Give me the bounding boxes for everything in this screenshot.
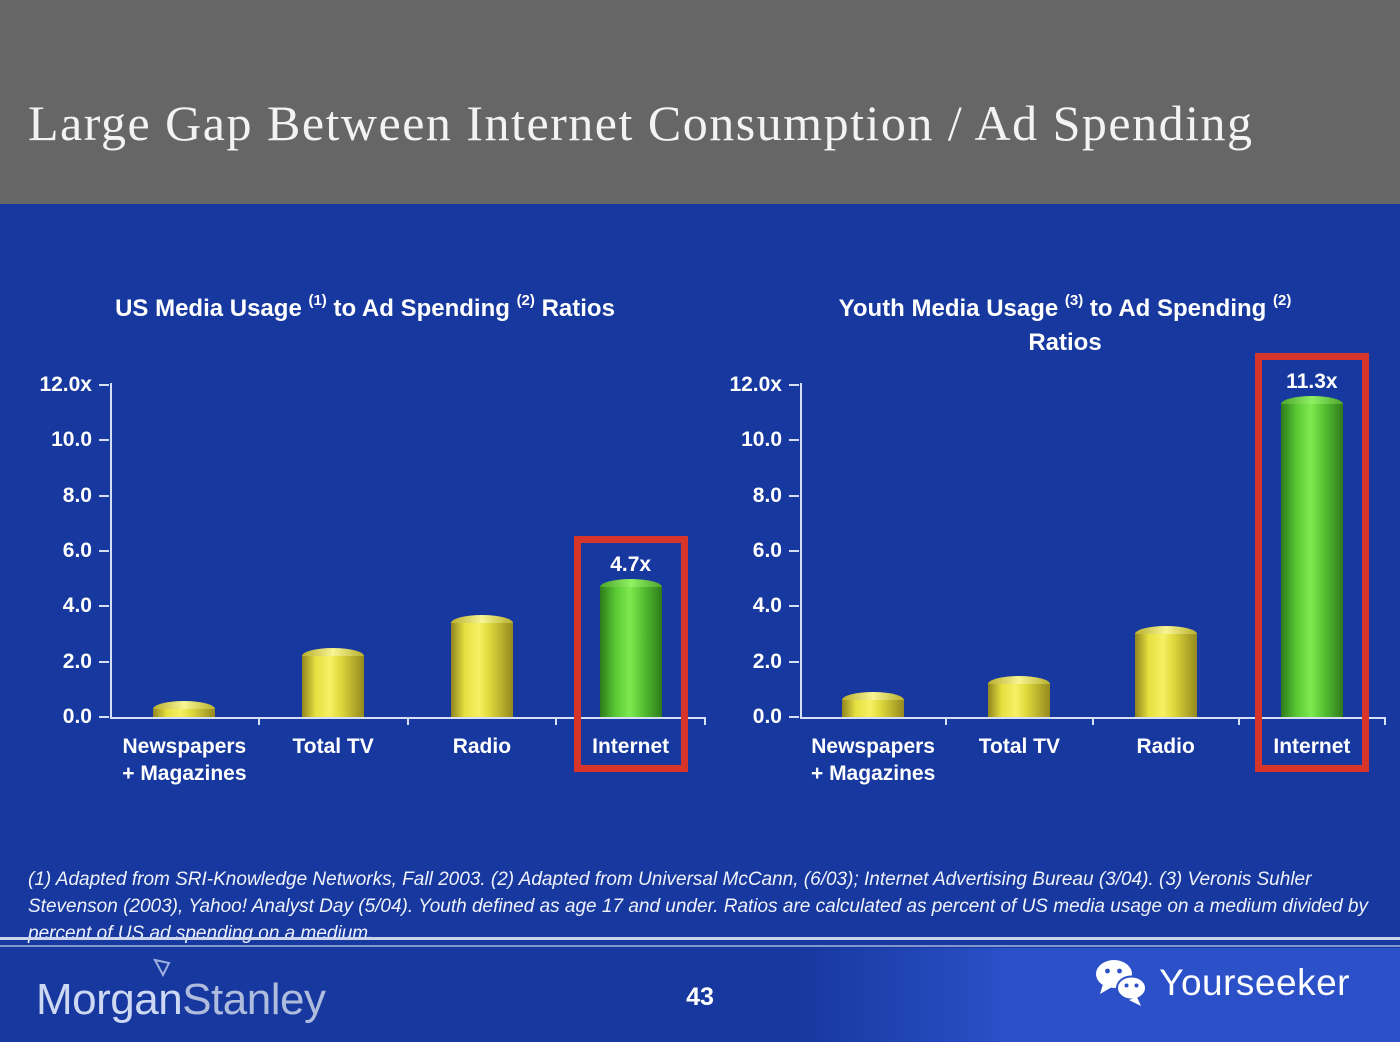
- chart-title: US Media Usage (1) to Ad Spending (2) Ra…: [30, 284, 700, 326]
- bar-highlighted: [1280, 396, 1343, 717]
- y-axis-tick-label: 12.0x: [39, 373, 92, 396]
- bar: [450, 614, 513, 717]
- y-axis-tick: [99, 716, 109, 718]
- morgan-stanley-logo: MorganStanley: [36, 975, 326, 1025]
- chart-title-superscript: (1): [308, 292, 327, 309]
- bar-value-label: 11.3x: [1286, 370, 1338, 394]
- y-axis-tick-label: 10.0: [51, 428, 92, 452]
- yourseeker-label: Yourseeker: [1159, 962, 1350, 1003]
- x-axis-tick: [704, 717, 706, 725]
- category-label: Radio: [452, 735, 512, 758]
- x-axis-tick: [257, 717, 260, 725]
- y-axis-tick: [789, 716, 799, 718]
- bar: [302, 648, 365, 717]
- y-axis-tick-label: 10.0: [741, 428, 782, 452]
- y-axis-tick: [789, 439, 799, 442]
- slide-title: Large Gap Between Internet Consumption /…: [28, 95, 1254, 151]
- chart-title-line: Youth Media Usage (3) to Ad Spending (2): [730, 284, 1400, 326]
- y-axis-tick-label: 4.0: [62, 594, 92, 618]
- y-axis-tick: [789, 550, 799, 552]
- y-axis-tick-label: 6.0: [62, 539, 92, 562]
- chart-youth-media-usage: Youth Media Usage (3) to Ad Spending (2)…: [729, 270, 1400, 805]
- highlight-red-box: [1254, 353, 1369, 772]
- y-axis-tick-label: 8.0: [752, 483, 782, 507]
- page-number: 43: [686, 983, 714, 1011]
- bar-body: [153, 708, 216, 717]
- category-label: Internet: [1273, 735, 1351, 758]
- bar-body: [1134, 634, 1197, 717]
- bar: [153, 700, 216, 717]
- bar-body: [302, 656, 365, 717]
- morgan-stanley-logo-part1: Morgan: [36, 975, 183, 1024]
- highlight-red-box: [573, 535, 688, 772]
- x-axis-tick: [1091, 717, 1094, 725]
- bar-highlighted: [599, 578, 662, 717]
- bar-body: [988, 683, 1051, 717]
- y-axis-tick-label: 0.0: [62, 705, 92, 728]
- y-axis-tick-label: 4.0: [752, 594, 782, 618]
- footer-separator-line-bottom: [0, 945, 1400, 947]
- x-axis-tick: [555, 717, 558, 725]
- chart-us-media-usage: US Media Usage (1) to Ad Spending (2) Ra…: [30, 270, 706, 805]
- footer-separator-line-top: [0, 937, 1400, 940]
- category-label: Newspapers + Magazines: [122, 735, 247, 785]
- y-axis-tick-label: 0.0: [752, 705, 782, 728]
- morgan-stanley-triangle-icon: [153, 958, 171, 978]
- y-axis-tick-label: 2.0: [752, 649, 782, 673]
- y-axis-tick-label: 6.0: [752, 539, 782, 562]
- y-axis-line: [110, 383, 112, 717]
- x-axis-tick: [1237, 717, 1240, 725]
- category-label: Radio: [1136, 735, 1195, 758]
- bar: [1134, 626, 1197, 717]
- x-axis-tick: [406, 717, 409, 725]
- chart-title-text: to Ad Spending: [326, 295, 517, 322]
- chart-title-text: Ratios: [534, 295, 615, 322]
- y-axis-tick: [99, 550, 109, 552]
- bar-value-label: 4.7x: [610, 552, 652, 576]
- y-axis-tick: [99, 660, 109, 663]
- category-label: Newspapers + Magazines: [810, 735, 936, 785]
- footer-highlight-background: [800, 948, 1400, 1042]
- x-axis-tick: [945, 717, 948, 725]
- wechat-icon: [1096, 960, 1148, 1006]
- y-axis-tick: [789, 494, 799, 497]
- chart-title-superscript: (3): [1064, 292, 1084, 309]
- y-axis-tick: [99, 439, 109, 442]
- yourseeker-watermark: Yourseeker: [1093, 958, 1350, 1008]
- y-axis-tick-label: 12.0x: [729, 373, 782, 396]
- bar: [842, 692, 905, 717]
- chart-title-line: Ratios: [730, 326, 1400, 360]
- category-label: Total TV: [978, 735, 1061, 758]
- chart-title-text: Ratios: [1028, 329, 1102, 356]
- chart-title-text: Youth Media Usage: [838, 295, 1065, 322]
- morgan-stanley-logo-part2: Stanley: [182, 975, 326, 1024]
- chart-title-text: to Ad Spending: [1083, 295, 1273, 322]
- y-axis-tick: [789, 660, 799, 663]
- bar: [988, 675, 1051, 717]
- y-axis-tick-label: 2.0: [62, 649, 92, 673]
- category-label: Total TV: [292, 735, 374, 758]
- bar-body: [1280, 404, 1343, 717]
- footnote: (1) Adapted from SRI-Knowledge Networks,…: [28, 869, 1368, 944]
- x-axis-tick: [1384, 717, 1386, 725]
- slide-header: Large Gap Between Internet Consumption /…: [0, 0, 1400, 204]
- chart-title-text: US Media Usage: [115, 295, 309, 322]
- y-axis-tick: [789, 384, 799, 386]
- chart-title-line: US Media Usage (1) to Ad Spending (2) Ra…: [30, 284, 700, 326]
- chart-title-superscript: (2): [516, 292, 535, 309]
- category-label: Internet: [592, 735, 670, 758]
- bar-body: [842, 700, 905, 717]
- y-axis-tick-label: 8.0: [62, 483, 92, 507]
- y-axis-tick: [99, 494, 109, 497]
- chart-title-superscript: (2): [1273, 292, 1292, 309]
- y-axis-tick: [789, 605, 799, 608]
- chart-title: Youth Media Usage (3) to Ad Spending (2)…: [730, 284, 1400, 360]
- bar-body: [599, 586, 662, 717]
- y-axis-tick: [99, 605, 109, 608]
- bar-body: [450, 622, 513, 717]
- y-axis-tick: [99, 384, 109, 386]
- y-axis-line: [800, 383, 802, 717]
